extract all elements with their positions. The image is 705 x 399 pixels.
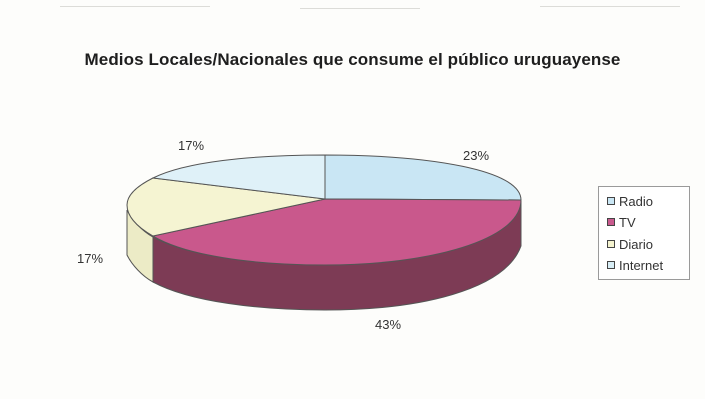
data-label-diario: 17% [77,251,103,266]
legend-swatch-radio [607,197,615,205]
pie-slice-diario [126,177,326,237]
data-label-internet: 17% [178,138,204,153]
legend-label-diario: Diario [619,236,653,252]
legend-swatch-tv [607,218,615,226]
scan-artifact [540,6,680,7]
chart-title: Medios Locales/Nacionales que consume el… [84,50,621,69]
legend-label-tv: TV [619,214,636,230]
legend-item-diario: Diario [607,236,653,252]
data-label-radio: 23% [463,148,489,163]
pie-slice-tv [151,198,522,266]
legend-swatch-diario [607,240,615,248]
legend-item-internet: Internet [607,257,663,273]
legend-item-tv: TV [607,214,636,230]
pie-slice-internet [151,154,326,200]
scan-artifact [300,8,420,9]
legend: Radio TV Diario Internet [598,186,690,280]
legend-label-radio: Radio [619,193,653,209]
legend-swatch-internet [607,261,615,269]
legend-item-radio: Radio [607,193,653,209]
pie-slice-radio [324,154,522,201]
scan-artifact [60,6,210,7]
legend-label-internet: Internet [619,257,664,273]
data-label-tv: 43% [375,317,401,332]
